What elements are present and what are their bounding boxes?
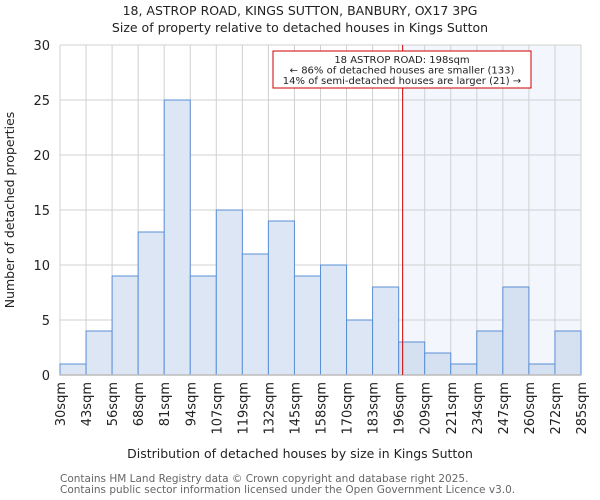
footer-line-1: Contains HM Land Registry data © Crown c… <box>60 473 469 485</box>
histogram-bar <box>528 363 556 376</box>
histogram-bar <box>59 363 87 376</box>
x-tick-label: 30sqm <box>54 382 69 426</box>
histogram-bar <box>189 275 217 376</box>
y-tick-label: 5 <box>42 314 50 329</box>
histogram-chart: 18, ASTROP ROAD, KINGS SUTTON, BANBURY, … <box>2 3 590 461</box>
x-tick-label: 119sqm <box>236 382 251 435</box>
histogram-bar <box>320 264 348 376</box>
x-tick-label: 234sqm <box>471 382 486 435</box>
x-tick-label: 43sqm <box>80 382 95 426</box>
histogram-bar <box>554 330 582 376</box>
annotation-box <box>272 50 532 89</box>
x-tick-label: 68sqm <box>132 382 147 426</box>
histogram-bar <box>476 330 504 376</box>
x-tick-label: 260sqm <box>523 382 538 435</box>
y-axis-label: Number of detached properties <box>2 112 17 309</box>
x-tick-label: 56sqm <box>106 382 121 426</box>
annotation-line-3: 14% of semi-detached houses are larger (… <box>283 76 521 87</box>
histogram-bar <box>346 319 374 376</box>
y-tick-label: 0 <box>42 369 50 384</box>
x-tick-label: 170sqm <box>341 382 356 435</box>
chart-title: 18, ASTROP ROAD, KINGS SUTTON, BANBURY, … <box>123 3 478 18</box>
y-tick-label: 30 <box>33 39 50 54</box>
x-tick-label: 145sqm <box>288 382 303 435</box>
x-tick-label: 221sqm <box>445 382 460 435</box>
y-tick-label: 25 <box>33 94 50 109</box>
x-tick-label: 209sqm <box>419 382 434 435</box>
histogram-bar <box>372 286 400 376</box>
histogram-bar <box>241 253 269 376</box>
x-tick-label: 285sqm <box>575 382 590 435</box>
x-tick-label: 81sqm <box>158 382 173 426</box>
histogram-bar <box>85 330 113 376</box>
x-tick-label: 247sqm <box>497 382 512 435</box>
histogram-bar <box>111 275 139 376</box>
annotation-line-1: 18 ASTROP ROAD: 198sqm <box>334 55 469 66</box>
x-tick-label: 272sqm <box>549 382 564 435</box>
chart-subtitle: Size of property relative to detached ho… <box>112 20 488 35</box>
x-tick-label: 196sqm <box>393 382 408 435</box>
x-tick-label: 158sqm <box>315 382 330 435</box>
y-tick-label: 15 <box>33 204 50 219</box>
x-tick-label: 132sqm <box>262 382 277 435</box>
annotation-line-2: ← 86% of detached houses are smaller (13… <box>290 66 515 77</box>
y-tick-label: 20 <box>33 149 50 164</box>
histogram-bar <box>163 99 191 376</box>
x-tick-label: 107sqm <box>210 382 225 435</box>
histogram-bar <box>502 286 530 376</box>
x-tick-label: 94sqm <box>184 382 199 426</box>
histogram-bar <box>293 275 322 376</box>
footer-line-2: Contains public sector information licen… <box>60 484 516 496</box>
y-tick-label: 10 <box>33 259 50 274</box>
histogram-bar <box>215 209 243 376</box>
histogram-bar <box>137 231 165 376</box>
histogram-bar <box>424 352 452 376</box>
histogram-bar <box>267 220 295 376</box>
histogram-bar <box>450 363 478 376</box>
x-axis-label: Distribution of detached houses by size … <box>127 446 473 461</box>
x-tick-label: 183sqm <box>367 382 382 435</box>
